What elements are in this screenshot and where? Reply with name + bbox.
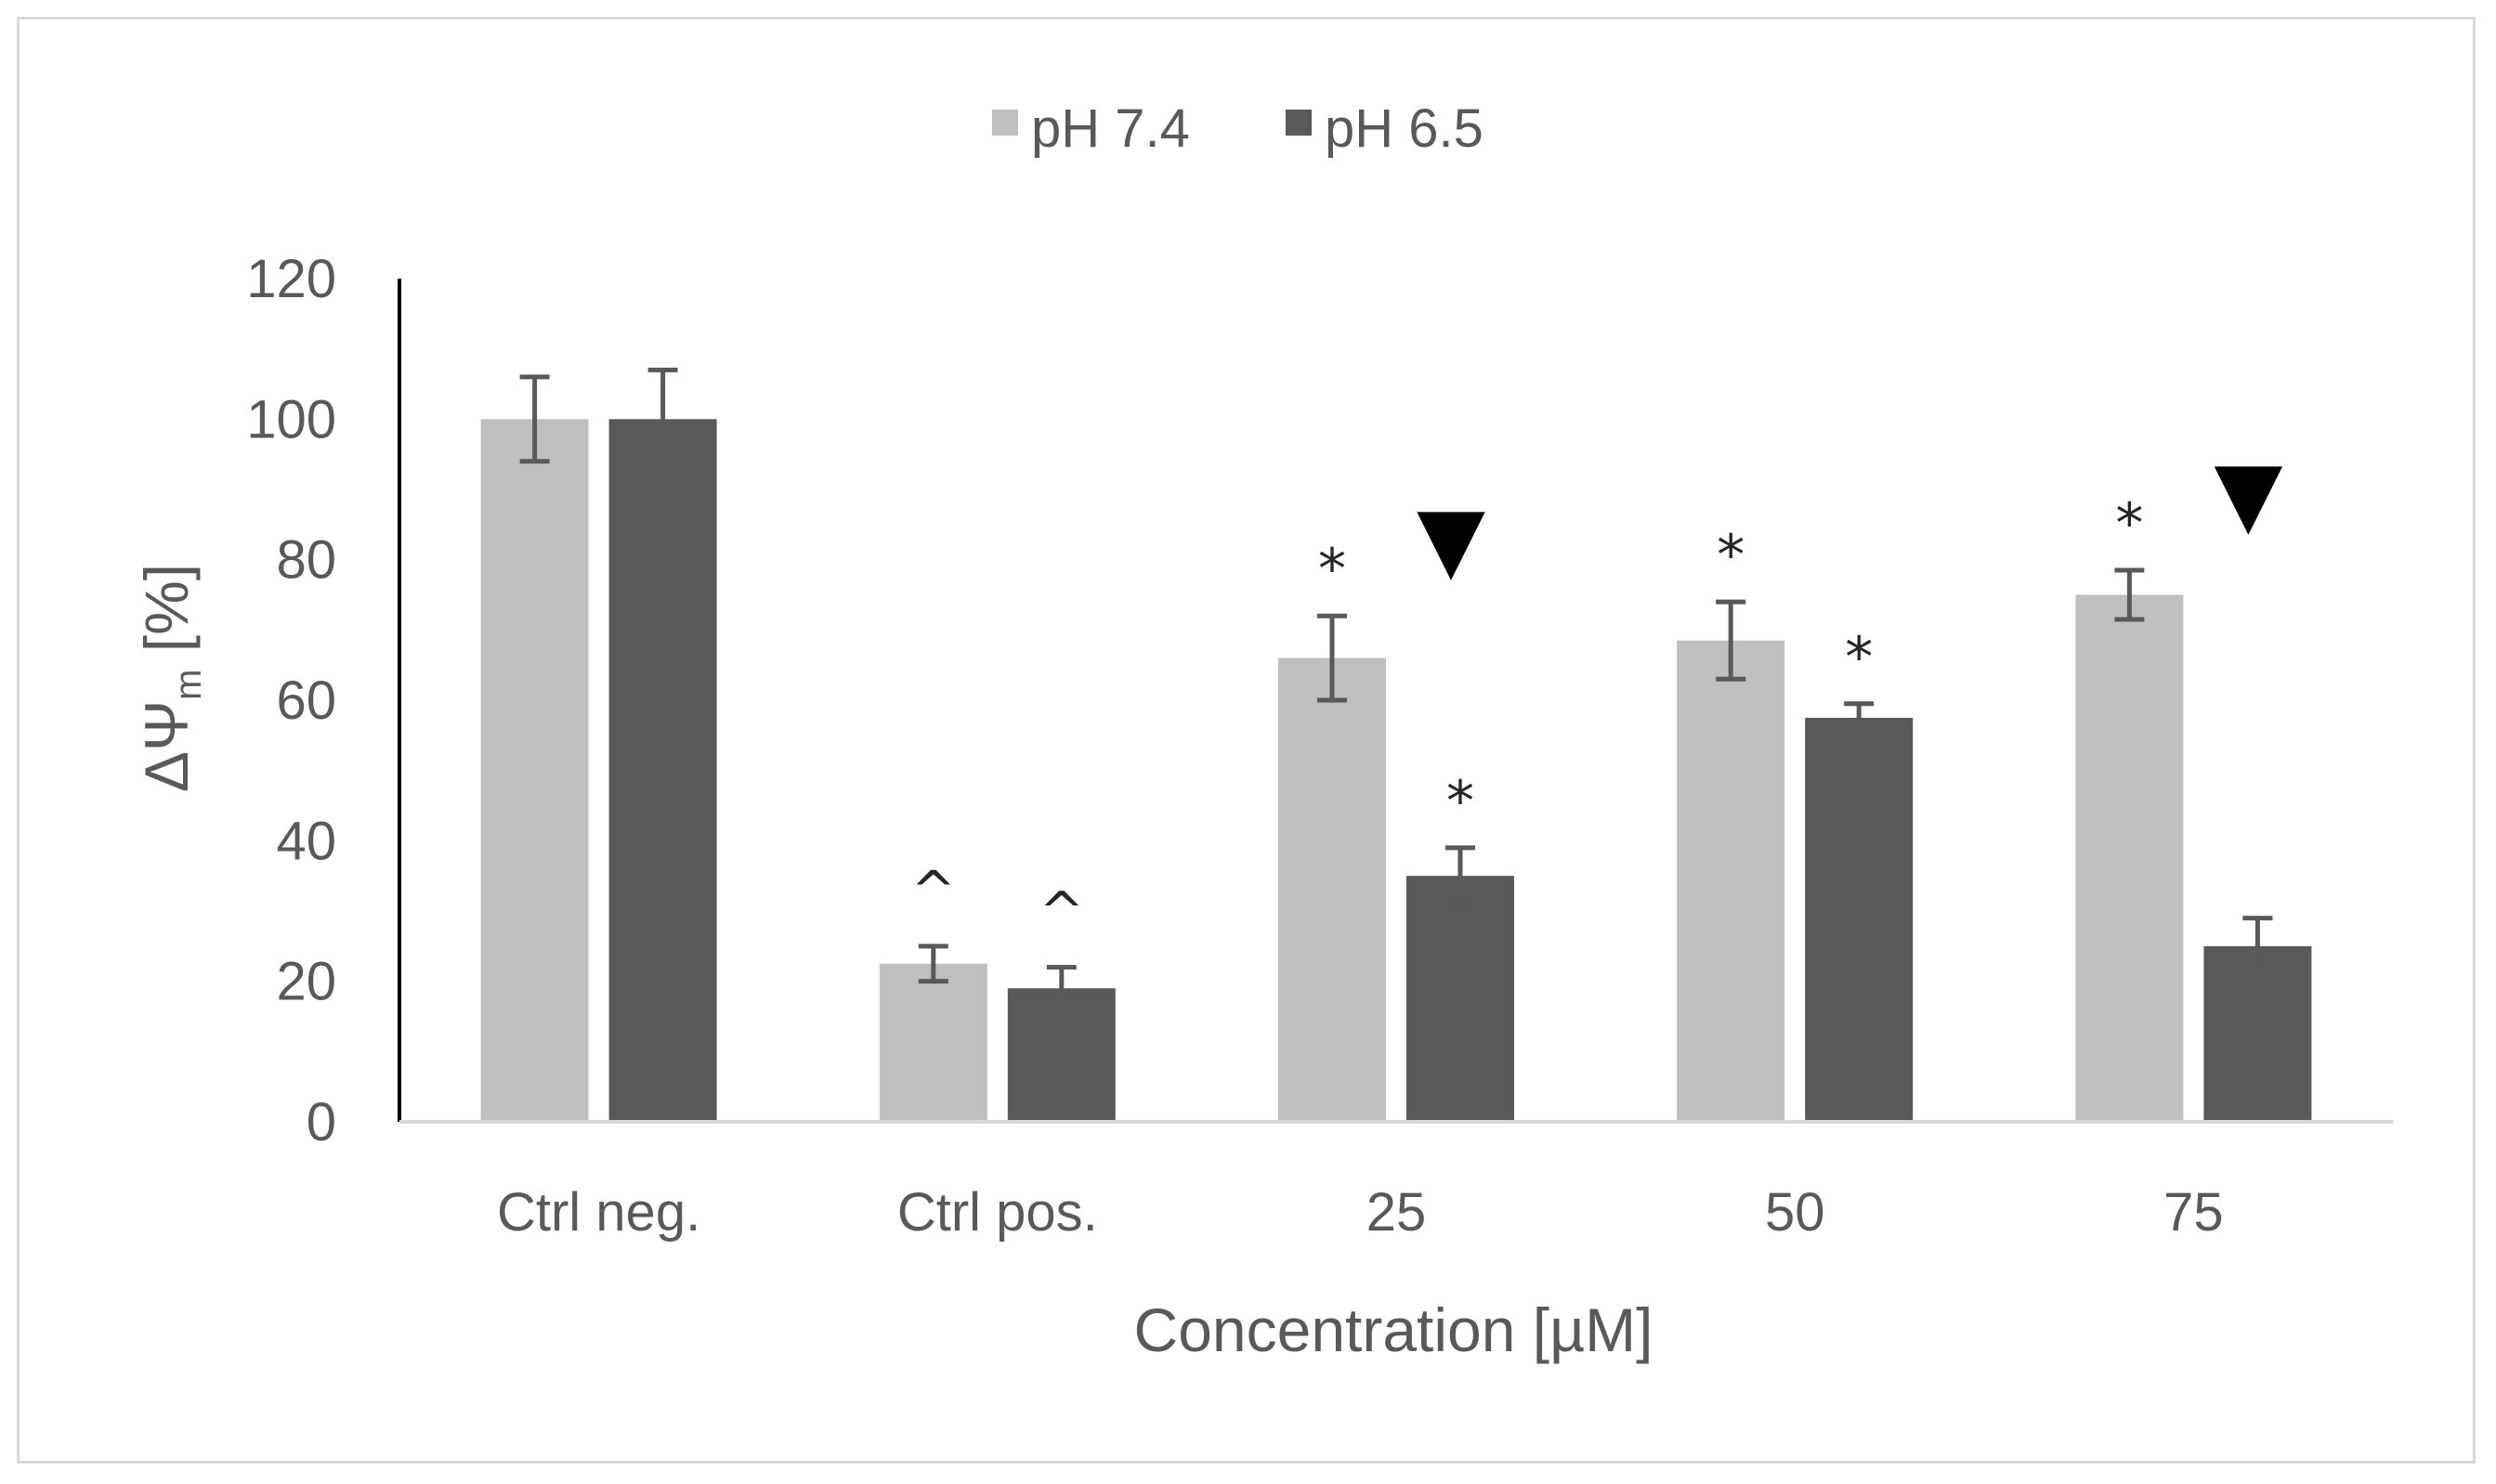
y-tick-label: 60 [276,670,336,731]
bar [1677,640,1785,1122]
y-tick-label: 100 [246,389,336,449]
y-axis-title: ΔΨm [%] [132,564,209,792]
bar [1406,876,1514,1122]
bar [879,963,987,1122]
error-bars [519,367,2273,1012]
bar [2075,594,2184,1122]
x-tick-label: 25 [1366,1182,1427,1243]
error-bar [1844,701,1875,735]
y-axis-title-unit: [%] [132,564,201,670]
asterisk-marker: * [2115,491,2143,556]
x-tick-label: Ctrl pos. [897,1182,1098,1243]
y-tick-label: 80 [276,530,336,591]
legend-swatch-ph-6-5 [1286,110,1312,136]
bar [1278,657,1386,1122]
error-bar [647,367,678,471]
y-tick-label: 40 [276,811,336,871]
bar [608,419,717,1122]
asterisk-marker: * [1845,625,1873,690]
legend-swatch-ph-7-4 [992,110,1018,136]
x-axis-ticks: Ctrl neg. Ctrl pos. 25 50 75 [497,1182,2224,1243]
bar [1805,717,1914,1122]
error-bar [519,374,550,464]
y-axis-title-subscript: m [168,670,209,700]
caret-marker: ^ [910,859,956,922]
error-bar [1046,965,1077,1012]
y-tick-label: 120 [246,249,336,309]
legend-label-ph-6-5: pH 6.5 [1325,98,1483,159]
y-tick-label: 20 [276,952,336,1012]
error-bar [918,944,948,984]
y-tick-label: 0 [307,1092,336,1152]
x-tick-label: 75 [2163,1182,2224,1243]
bar [480,419,589,1122]
error-bar [1317,613,1347,703]
error-bar [1716,599,1746,682]
x-tick-label: Ctrl neg. [497,1182,700,1243]
y-axis-title-main: ΔΨ [132,700,201,792]
down-triangle-icon: ▼ [2214,441,2282,545]
bars [480,419,2312,1122]
y-axis-ticks: 0 20 40 60 80 100 120 [246,249,336,1152]
significance-markers: ^ ^ * * ▼ * * * ▼ [910,441,2282,944]
error-bar [2242,916,2273,977]
asterisk-marker: * [1318,537,1346,602]
chart-frame [17,17,2476,1464]
down-triangle-icon: ▼ [1417,487,1485,591]
legend: pH 7.4 pH 6.5 [992,98,1483,159]
legend-label-ph-7-4: pH 7.4 [1031,98,1190,159]
caret-marker: ^ [1039,880,1084,944]
asterisk-marker: * [1717,523,1745,588]
asterisk-marker: * [1446,769,1474,834]
error-bar [1445,845,1475,906]
x-axis-title: Concentration [µM] [1134,1295,1653,1364]
x-tick-label: 50 [1765,1182,1825,1243]
error-bar [2114,567,2145,622]
